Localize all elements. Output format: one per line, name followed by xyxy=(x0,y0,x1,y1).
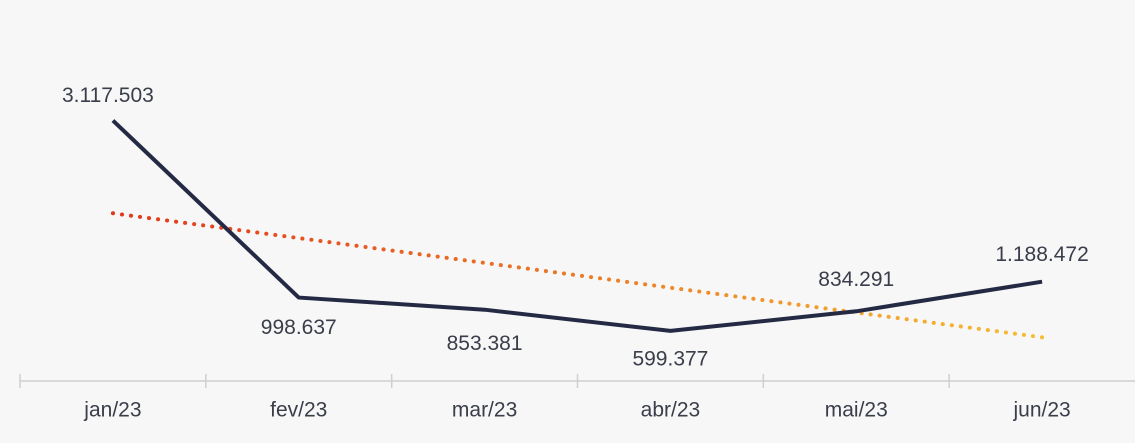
data-label: 834.291 xyxy=(818,268,894,291)
data-label: 853.381 xyxy=(447,332,523,355)
data-label: 599.377 xyxy=(632,347,708,370)
x-tick-label: mai/23 xyxy=(825,399,888,422)
data-line xyxy=(111,119,1043,333)
data-label: 3.117.503 xyxy=(62,84,154,107)
trend-line xyxy=(110,211,1045,340)
x-tick-label: fev/23 xyxy=(270,399,327,422)
data-label: 998.637 xyxy=(261,316,337,339)
x-tick-label: mar/23 xyxy=(452,399,517,422)
x-tick-label: abr/23 xyxy=(641,399,701,422)
data-label: 1.188.472 xyxy=(995,243,1088,266)
x-tick-label: jun/23 xyxy=(1012,399,1070,422)
x-tick-label: jan/23 xyxy=(83,399,141,422)
